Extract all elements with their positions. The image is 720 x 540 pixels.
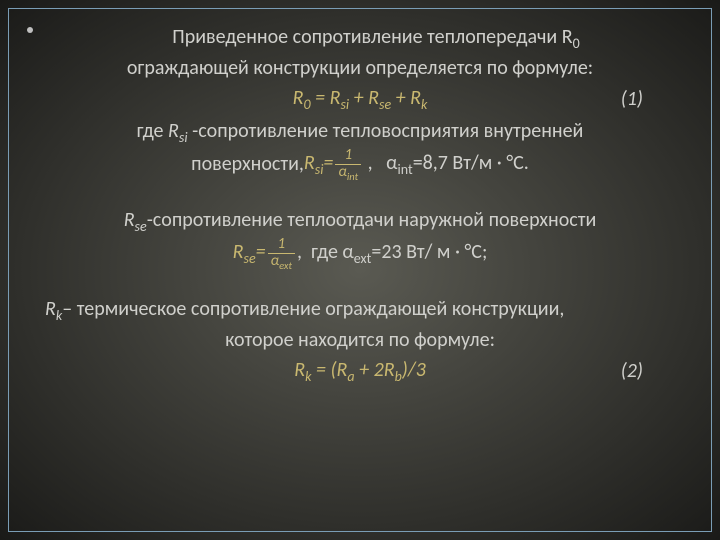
intro-line-2: ограждающей конструкции определяется по …	[37, 54, 683, 83]
slide-content: Приведенное сопротивление теплопередачи …	[37, 23, 683, 387]
formula-1-number: (1)	[621, 85, 643, 114]
formula-1: R0 = Rsi + Rse + Rk	[293, 84, 428, 115]
rse-desc: -сопротивление теплоотдачи наружной пове…	[147, 208, 597, 232]
formula-2-number: (2)	[621, 357, 643, 386]
intro-sub: 0	[573, 35, 580, 52]
fraction-1: 1 αint	[335, 148, 361, 182]
rse-var: Rse	[124, 208, 147, 232]
desc-rk-line-1: Rk– термическое сопротивление ограждающе…	[37, 295, 683, 326]
where-label: где	[137, 119, 168, 143]
spacer-1	[37, 182, 683, 206]
intro-line-1: Приведенное сопротивление теплопередачи …	[37, 23, 683, 54]
desc-rsi-line-2: поверхности, Rsi= 1 αint , αint=8,7 Вт/м…	[37, 148, 683, 182]
surface-label: поверхности,	[191, 150, 304, 179]
rsi-formula: Rsi=	[304, 149, 334, 180]
rsi-desc: -сопротивление тепловосприятия внутренне…	[192, 119, 583, 143]
desc-rse-line-1: Rse-сопротивление теплоотдачи наружной п…	[37, 206, 683, 237]
rsi-var: Rsi	[168, 119, 192, 143]
frac1-numerator: 1	[341, 148, 355, 164]
desc-rsi-line-1: где Rsi -сопротивление тепловосприятия в…	[37, 117, 683, 148]
desc-rk-line-2: которое находится по формуле:	[37, 326, 683, 355]
formula-2: Rk = (Ra + 2Rb)/3	[294, 356, 426, 387]
frac2-numerator: 1	[275, 237, 289, 253]
spacer-2	[37, 271, 683, 295]
formula-1-row: R0 = Rsi + Rse + Rk (1)	[37, 84, 683, 115]
alpha-ext-value: , где αext=23 Вт/ м · °С;	[297, 238, 487, 269]
frac2-denominator: αext	[268, 253, 295, 271]
alpha-int-value: , αint=8,7 Вт/м · °С.	[363, 149, 529, 180]
intro-text-1: Приведенное сопротивление теплопередачи …	[172, 25, 572, 49]
rk-var: Rk	[45, 297, 62, 321]
bullet-icon	[27, 27, 33, 33]
fraction-2: 1 αext	[268, 237, 295, 271]
slide-frame: Приведенное сопротивление теплопередачи …	[8, 8, 712, 532]
rse-formula: Rse=	[233, 238, 266, 269]
frac1-denominator: αint	[335, 164, 361, 182]
formula-2-row: Rk = (Ra + 2Rb)/3 (2)	[37, 356, 683, 387]
desc-rse-line-2: Rse= 1 αext , где αext=23 Вт/ м · °С;	[37, 237, 683, 271]
rk-desc: – термическое сопротивление ограждающей …	[62, 297, 564, 321]
